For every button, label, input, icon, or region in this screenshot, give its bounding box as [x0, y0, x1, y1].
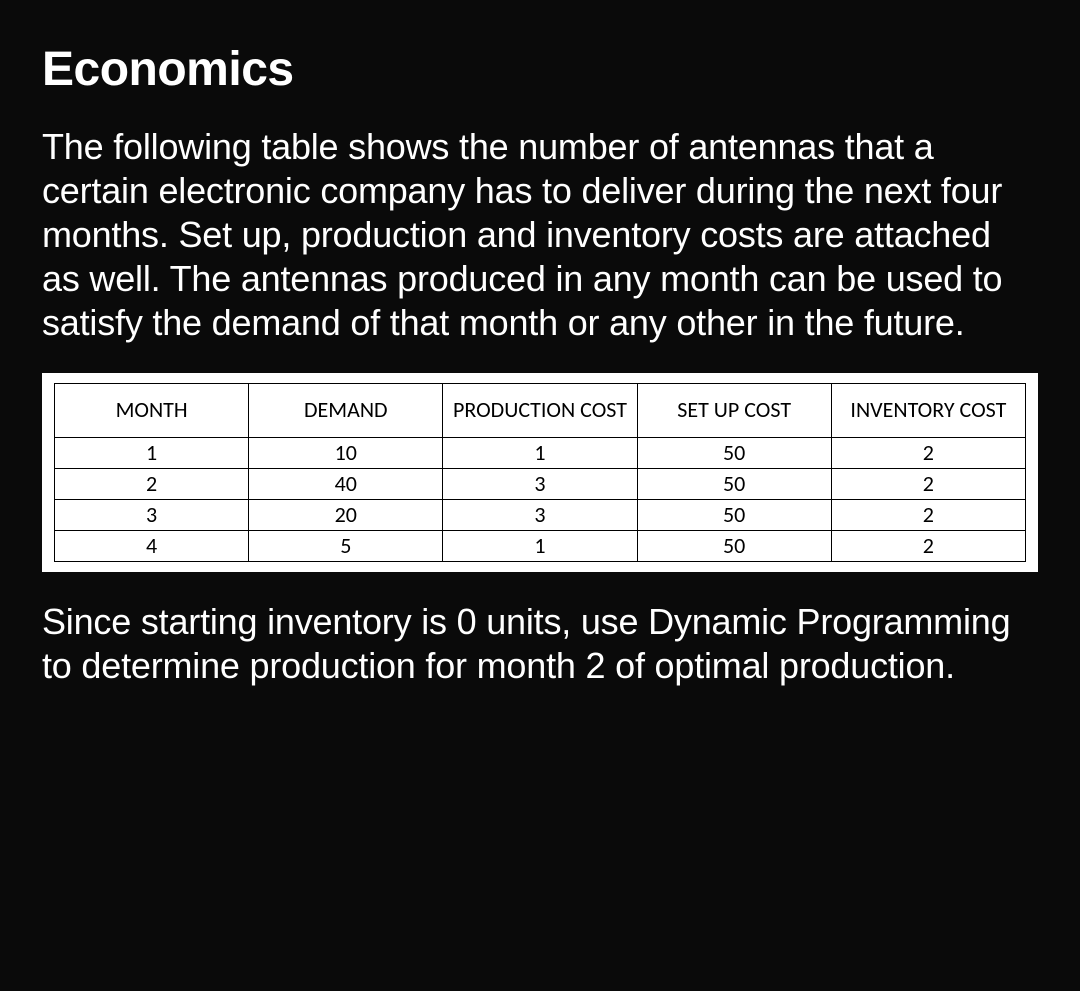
cell: 5 [249, 531, 443, 562]
cell: 1 [443, 531, 637, 562]
cell: 50 [637, 437, 831, 468]
cell: 40 [249, 468, 443, 499]
col-month: MONTH [55, 383, 249, 437]
cell: 2 [831, 499, 1025, 530]
page-container: Economics The following table shows the … [0, 0, 1080, 688]
cell: 3 [443, 468, 637, 499]
outro-paragraph: Since starting inventory is 0 units, use… [42, 600, 1038, 688]
intro-paragraph: The following table shows the number of … [42, 125, 1038, 345]
cell: 50 [637, 531, 831, 562]
table-row: 3 20 3 50 2 [55, 499, 1026, 530]
col-demand: DEMAND [249, 383, 443, 437]
cell: 20 [249, 499, 443, 530]
table-row: 4 5 1 50 2 [55, 531, 1026, 562]
cell: 1 [443, 437, 637, 468]
cell: 10 [249, 437, 443, 468]
page-title: Economics [42, 42, 1038, 97]
cell: 2 [55, 468, 249, 499]
cell: 2 [831, 468, 1025, 499]
table-row: 2 40 3 50 2 [55, 468, 1026, 499]
cell: 3 [55, 499, 249, 530]
cell: 4 [55, 531, 249, 562]
cell: 2 [831, 437, 1025, 468]
cell: 50 [637, 468, 831, 499]
col-setup-cost: SET UP COST [637, 383, 831, 437]
table-row: 1 10 1 50 2 [55, 437, 1026, 468]
table-header-row: MONTH DEMAND PRODUCTION COST SET UP COST… [55, 383, 1026, 437]
col-production-cost: PRODUCTION COST [443, 383, 637, 437]
cell: 3 [443, 499, 637, 530]
cell: 50 [637, 499, 831, 530]
cell: 2 [831, 531, 1025, 562]
table-wrapper: MONTH DEMAND PRODUCTION COST SET UP COST… [42, 373, 1038, 573]
data-table: MONTH DEMAND PRODUCTION COST SET UP COST… [54, 383, 1026, 563]
col-inventory-cost: INVENTORY COST [831, 383, 1025, 437]
cell: 1 [55, 437, 249, 468]
